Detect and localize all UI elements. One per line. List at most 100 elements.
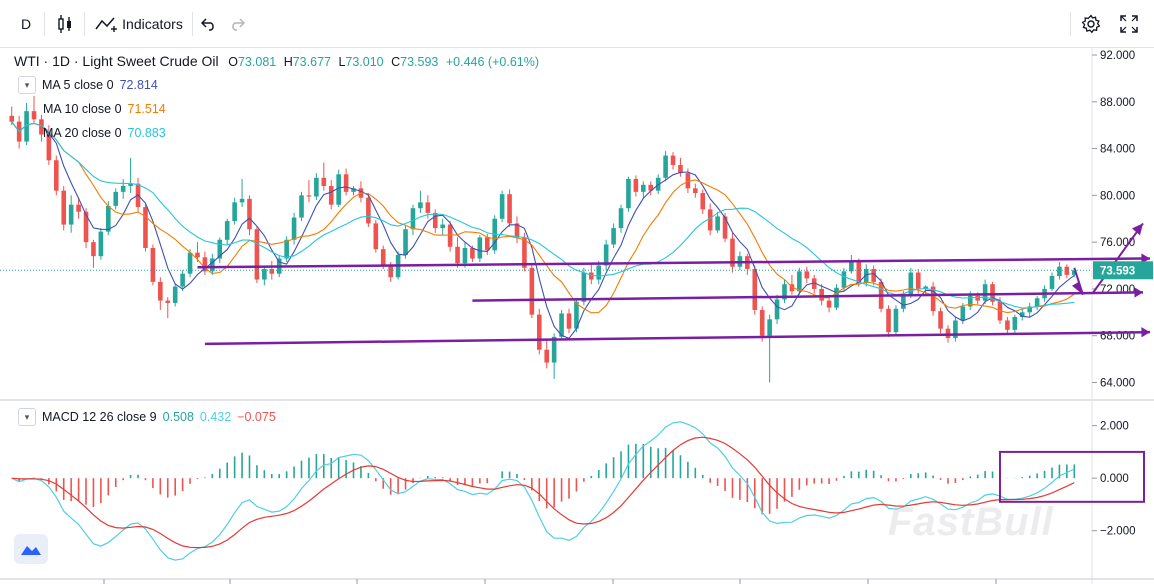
- redo-icon[interactable]: [226, 10, 248, 38]
- open-value: 73.081: [237, 55, 277, 69]
- candle-down: [202, 257, 208, 272]
- price-tick-label: 80.000: [1100, 190, 1135, 202]
- symbol-title: WTI · 1D · Light Sweet Crude Oil: [14, 53, 219, 69]
- candle-up: [299, 195, 304, 218]
- candle-down: [678, 164, 683, 174]
- candle-up: [663, 155, 668, 178]
- projection-up-arrowhead: [1132, 223, 1143, 236]
- toolbar-divider: [44, 12, 45, 36]
- candle-up: [1057, 266, 1062, 277]
- candle-down: [759, 309, 765, 336]
- collapse-legend-icon[interactable]: ▾: [18, 76, 36, 94]
- fullscreen-icon[interactable]: [1116, 10, 1142, 38]
- candle-down: [39, 119, 44, 135]
- ma5-legend: ▾ MA 5 close 0 72.814: [18, 75, 158, 95]
- ma5-line: [11, 121, 1075, 339]
- chart-canvas[interactable]: 92.00088.00084.00080.00076.00072.00068.0…: [0, 48, 1154, 584]
- settings-gear-icon[interactable]: [1078, 10, 1104, 38]
- last-price-badge: [1093, 261, 1153, 280]
- ma10-legend: MA 10 close 0 71.514: [43, 99, 166, 119]
- candle-up: [106, 205, 111, 232]
- chart-toolbar: D Indicators: [0, 0, 1154, 48]
- candle-up: [953, 320, 958, 339]
- candle-up: [715, 216, 720, 231]
- candle-down: [685, 173, 691, 189]
- moving-average-series: [11, 121, 1075, 339]
- candle-down: [856, 262, 862, 284]
- macd-highlight-box: [998, 450, 1146, 503]
- candle-down: [529, 267, 535, 315]
- candle-down: [380, 249, 386, 266]
- candle-up: [477, 237, 483, 259]
- support-trend-line: [204, 330, 1151, 346]
- candle-up: [1049, 276, 1055, 289]
- collapse-macd-icon[interactable]: ▾: [18, 408, 36, 426]
- candle-down: [544, 349, 550, 363]
- last-price-label: 73.593: [1100, 265, 1135, 277]
- toolbar-divider: [84, 12, 85, 36]
- indicators-icon: [95, 17, 118, 32]
- candle-up: [603, 244, 609, 266]
- candle-up: [172, 286, 178, 303]
- candle-down: [447, 224, 453, 247]
- candle-down: [752, 269, 758, 310]
- candle-up: [841, 271, 847, 288]
- candle-up: [559, 313, 564, 337]
- interval-button[interactable]: D: [20, 16, 32, 32]
- candle-down: [9, 115, 15, 122]
- candle-down: [804, 271, 810, 279]
- candles-icon[interactable]: [52, 10, 78, 38]
- candle-up: [923, 286, 928, 289]
- candle-down: [588, 272, 594, 280]
- candle-up: [262, 269, 267, 280]
- candle-down: [150, 247, 156, 282]
- watermark: FastBull: [888, 500, 1054, 544]
- candle-down: [507, 194, 512, 224]
- macd-label: MACD 12 26 close 9: [42, 410, 157, 424]
- ma10-line: [11, 121, 1075, 314]
- macd-tick-label: 2.000: [1100, 421, 1129, 433]
- candle-up: [1012, 316, 1018, 330]
- candle-up: [893, 308, 899, 333]
- candle-down: [455, 246, 460, 264]
- candle-down: [269, 269, 275, 274]
- macd-tick-label: 0.000: [1100, 473, 1129, 485]
- undo-icon[interactable]: [198, 10, 220, 38]
- candle-up: [908, 272, 914, 295]
- tradingview-logo-icon[interactable]: [14, 534, 48, 564]
- candle-up: [284, 239, 289, 259]
- low-label: L: [338, 55, 346, 69]
- candle-down: [484, 237, 490, 251]
- candle-down: [470, 247, 475, 259]
- ma5-label: MA 5 close 0: [42, 78, 114, 92]
- candle-down: [975, 295, 980, 301]
- resistance-trend-line-arrowhead: [1141, 253, 1150, 264]
- candle-up: [210, 258, 215, 272]
- candle-down: [945, 328, 951, 339]
- candle-down: [366, 197, 371, 224]
- candle-down: [373, 223, 379, 250]
- candle-down: [1064, 266, 1070, 275]
- candle-up: [499, 194, 505, 219]
- candle-down: [321, 177, 327, 186]
- candle-up: [1019, 312, 1025, 317]
- histogram-value: −0.075: [237, 410, 276, 424]
- candle-down: [700, 193, 706, 210]
- price-tick-label: 88.000: [1100, 97, 1135, 109]
- indicators-button[interactable]: Indicators: [92, 10, 186, 38]
- low-value: 73.010: [345, 55, 384, 69]
- mid-trend-line: [472, 291, 1144, 302]
- signal-value: 0.432: [199, 410, 232, 424]
- candle-up: [187, 252, 193, 274]
- candle-up: [901, 294, 906, 309]
- price-tick-label: 84.000: [1100, 144, 1135, 156]
- candle-up: [982, 284, 988, 301]
- chart-area[interactable]: 92.000 88.000 84.000 80.000 76.000 72.000 68.0…: [0, 48, 1154, 584]
- ma20-legend: MA 20 close 0 70.883: [43, 123, 166, 143]
- macd-legend: ▾ MACD 12 26 close 9 0.508 0.432 −0.075: [18, 407, 276, 427]
- toolbar-divider: [192, 12, 193, 36]
- toolbar-divider: [1070, 12, 1071, 36]
- candle-down: [722, 216, 728, 239]
- candle-down: [343, 174, 349, 192]
- candle-up: [551, 336, 557, 363]
